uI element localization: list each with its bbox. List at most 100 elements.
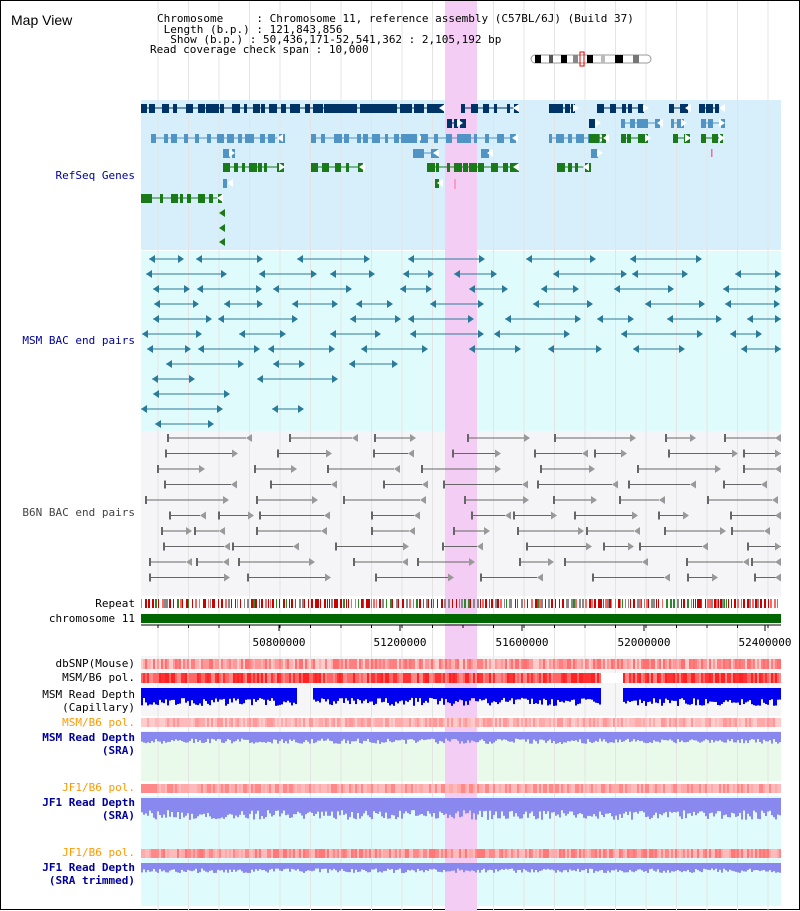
repeat-element (764, 599, 766, 608)
msm-depth-cap-bar (469, 688, 471, 701)
jf1-depth-trim-bar (489, 863, 491, 870)
msm-depth-sra-bar (743, 732, 745, 744)
msm-depth-cap-bar (335, 688, 337, 704)
dbsnp-heat (441, 659, 443, 669)
jf1-b6-pol-2-heat (361, 849, 363, 858)
jf1-depth-trim-bar (347, 863, 349, 873)
dbsnp-heat (697, 659, 699, 669)
track-label-b6n-bac[interactable]: B6N BAC end pairs (22, 506, 135, 519)
repeat-element (173, 599, 174, 608)
jf1-b6-pol-2-heat (525, 849, 527, 858)
jf1-depth-trim-bar (613, 863, 615, 871)
msm-depth-cap-bar (411, 688, 413, 698)
msm-b6-pol-sra-heat (707, 718, 709, 727)
msm-b6-pol-sra-heat (419, 718, 421, 727)
dbsnp-heat (189, 659, 191, 669)
jf1-depth-trim-bar (401, 863, 403, 873)
gene-exon (706, 104, 713, 113)
dbsnp-heat (553, 659, 555, 669)
jf1-depth-trim-bar (163, 863, 165, 871)
jf1-depth-trim-bar (311, 863, 313, 872)
repeat-element (419, 599, 421, 608)
msm-b6-pol-sra-heat (485, 718, 487, 727)
msm-b6-pol-cap-heat (171, 673, 173, 683)
msm-b6-pol-cap-heat (681, 673, 683, 683)
msm-depth-cap-bar (501, 688, 503, 701)
jf1-depth-trim-bar (333, 863, 335, 869)
jf1-b6-pol-2-heat (339, 849, 341, 858)
msm-b6-pol-cap-heat (551, 673, 553, 683)
msm-bac-end (330, 330, 336, 338)
dbsnp-heat (755, 659, 757, 669)
jf1-depth-sra-bar (341, 798, 343, 811)
msm-depth-cap-bar (441, 688, 443, 699)
jf1-depth-sra-bar (521, 798, 523, 819)
dbsnp-heat (525, 659, 527, 669)
dbsnp-heat (387, 659, 389, 669)
jf1-b6-pol-2-heat (491, 849, 493, 858)
msm-bac-end (775, 285, 781, 293)
dbsnp-heat (513, 659, 515, 669)
gene-exon (281, 104, 286, 113)
track-label-msm-bac[interactable]: MSM BAC end pairs (22, 334, 135, 347)
msm-depth-cap-bar (397, 688, 399, 704)
b6n-bac-end (731, 527, 733, 535)
msm-bac-end (408, 315, 414, 323)
dbsnp-heat (665, 659, 667, 669)
msm-b6-pol-cap-heat (557, 673, 559, 683)
msm-b6-pol-cap-heat (425, 673, 427, 683)
repeat-element (166, 599, 168, 608)
jf1-depth-trim-bar (299, 863, 301, 872)
dbsnp-heat (479, 659, 481, 669)
jf1-b6-pol-1-heat (295, 784, 297, 793)
repeat-element (192, 599, 193, 608)
msm-depth-sra-bar (693, 732, 695, 741)
repeat-element (155, 599, 157, 608)
repeat-element (651, 599, 653, 608)
msm-b6-pol-cap-heat (195, 673, 197, 683)
jf1-depth-trim-bar (623, 863, 625, 873)
dbsnp-heat (589, 659, 591, 669)
dbsnp-heat (223, 659, 225, 669)
jf1-depth-sra-bar (453, 798, 455, 819)
b6n-bac-end (480, 573, 482, 582)
jf1-depth-trim-bar (677, 863, 679, 871)
jf1-depth-sra-bar (219, 798, 221, 819)
msm-b6-pol-cap-heat (169, 673, 171, 683)
msm-depth-cap-bar (389, 688, 391, 706)
msm-b6-pol-cap-heat (211, 673, 213, 683)
jf1-depth-sra-bar (327, 798, 329, 816)
jf1-b6-pol-1-heat (211, 784, 213, 793)
msm-b6-pol-sra-heat (699, 718, 701, 727)
gene-strand-arrow (603, 134, 609, 142)
msm-depth-cap-bar (231, 688, 233, 703)
jf1-b6-pol-2-heat (461, 849, 463, 858)
gene-exon (232, 104, 240, 113)
msm-b6-pol-sra-heat (433, 718, 435, 727)
jf1-b6-pol-1-heat (233, 784, 235, 793)
msm-depth-cap-bar (457, 688, 459, 702)
msm-depth-sra-bar (755, 732, 757, 743)
msm-b6-pol-sra-heat (471, 718, 473, 727)
jf1-depth-sra-bar (427, 798, 429, 812)
jf1-depth-sra-bar (473, 798, 475, 814)
dbsnp-heat (557, 659, 559, 669)
jf1-depth-sra-bar (201, 798, 203, 815)
b6n-bac-end (256, 496, 258, 504)
jf1-depth-sra-bar (211, 798, 213, 819)
dbsnp-heat (591, 659, 593, 669)
b6n-bac-end (270, 480, 272, 489)
track-label-refseq[interactable]: RefSeq Genes (55, 169, 135, 182)
msm-depth-cap-bar (323, 688, 325, 700)
msm-depth-cap-bar (553, 688, 555, 706)
dbsnp-heat (151, 659, 153, 669)
jf1-depth-sra-bar (361, 798, 363, 817)
repeat-element (568, 599, 569, 608)
jf1-b6-pol-1-heat (571, 784, 573, 793)
msm-depth-sra-bar (221, 732, 223, 743)
jf1-b6-pol-2-heat (429, 849, 431, 858)
dbsnp-heat (381, 659, 383, 669)
b6n-bac-end (145, 496, 147, 504)
track-label-msm-depth-sra: MSM Read Depth (42, 731, 135, 744)
